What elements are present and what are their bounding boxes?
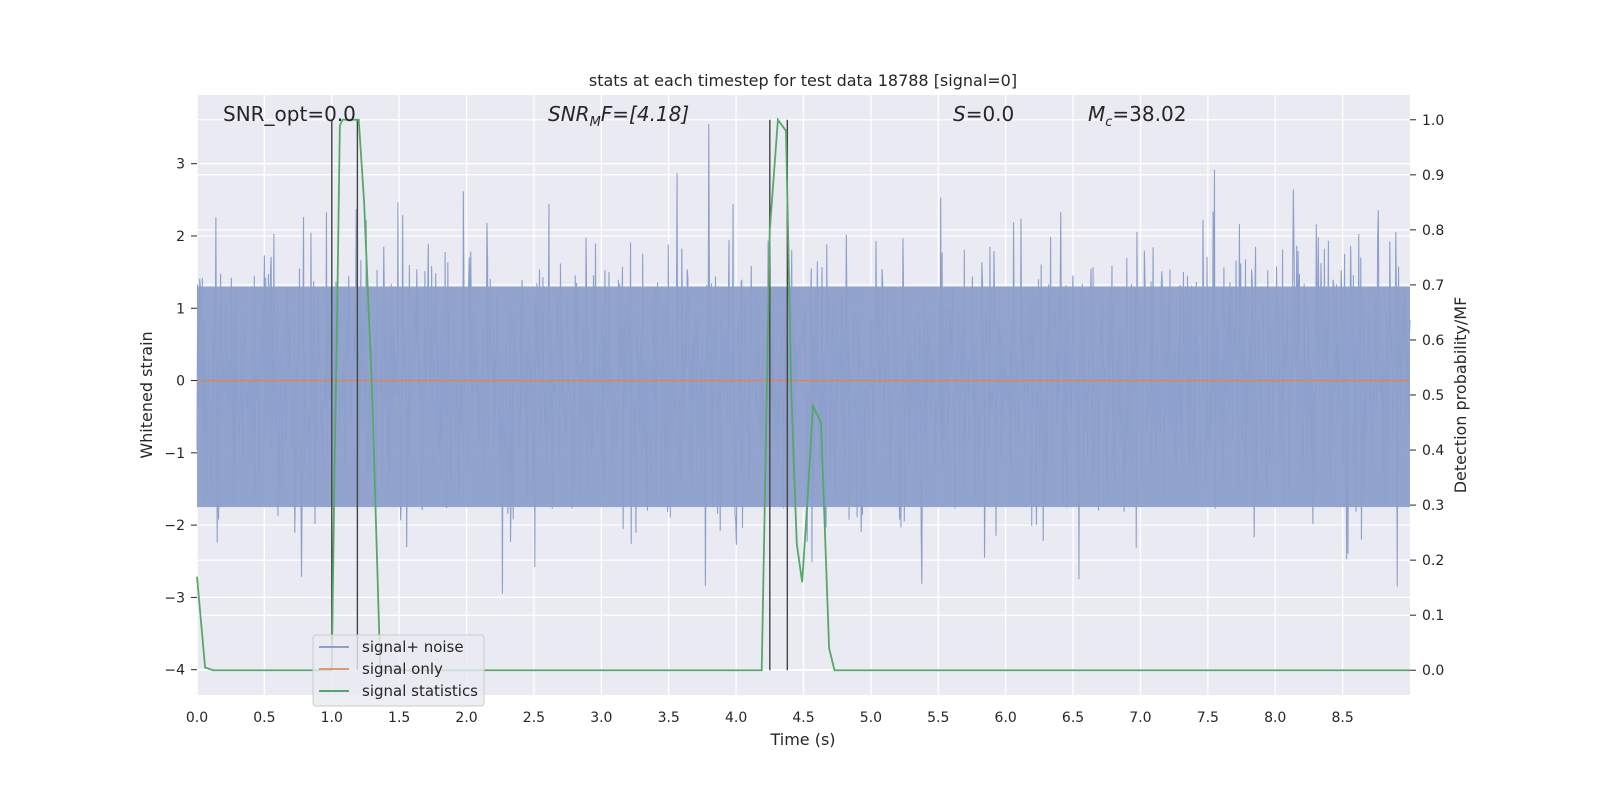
y-tick-label-left: 2 — [176, 229, 185, 245]
legend-box — [312, 634, 485, 707]
signal-noise-series — [196, 123, 1411, 594]
legend-label-signal-only: signal only — [362, 660, 443, 678]
annotation-s-rest: =0.0 — [966, 102, 1015, 126]
annotation-snr-mf: SNRMF=[4.18] — [548, 102, 689, 130]
annotation-mc-sub: c — [1105, 115, 1112, 130]
y-tick-label-left: −2 — [164, 518, 185, 534]
y-tick-label-right: 1.0 — [1422, 113, 1444, 129]
y-axis-label-left: Whitened strain — [137, 331, 156, 458]
x-tick-label: 3.0 — [590, 710, 612, 726]
x-tick-label: 2.0 — [455, 710, 477, 726]
x-tick-label: 6.5 — [1062, 710, 1084, 726]
x-tick-label: 8.0 — [1264, 710, 1286, 726]
x-tick-label: 4.0 — [725, 710, 747, 726]
signal-noise-line — [196, 123, 1411, 594]
y-tick-label-right: 0.6 — [1422, 333, 1444, 349]
y-tick-label-right: 0.1 — [1422, 608, 1444, 624]
annotation-snr-mf-main: SNR — [548, 102, 590, 126]
x-tick-label: 1.5 — [388, 710, 410, 726]
y-tick-label-right: 0.0 — [1422, 663, 1444, 679]
y-tick-label-right: 0.7 — [1422, 278, 1444, 294]
chart-title: stats at each timestep for test data 187… — [589, 71, 1017, 90]
x-axis-label: Time (s) — [769, 730, 835, 749]
x-tick-label: 3.5 — [658, 710, 680, 726]
y-tick-label-left: 3 — [176, 157, 185, 173]
x-tick-label: 0.5 — [253, 710, 275, 726]
x-tick-label: 6.0 — [995, 710, 1017, 726]
y-tick-label-left: 1 — [176, 301, 185, 317]
legend: signal+ noise signal only signal statist… — [312, 634, 485, 707]
x-tick-label: 5.0 — [860, 710, 882, 726]
y-axis-label-right: Detection probability/MF — [1451, 297, 1470, 494]
legend-label-signal-statistics: signal statistics — [362, 682, 478, 700]
y-tick-label-left: −4 — [164, 663, 185, 679]
y-tick-label-right: 0.3 — [1422, 498, 1444, 514]
annotation-snr-opt: SNR_opt=0.0 — [223, 102, 356, 126]
y-tick-label-left: −1 — [164, 446, 185, 462]
y-tick-label-right: 0.9 — [1422, 168, 1444, 184]
x-tick-label: 7.0 — [1129, 710, 1151, 726]
y-tick-label-right: 0.8 — [1422, 223, 1444, 239]
legend-label-signal-noise: signal+ noise — [362, 638, 464, 656]
annotation-mc: Mc=38.02 — [1088, 102, 1186, 130]
y-tick-label-left: 0 — [176, 374, 185, 390]
annotation-s: S=0.0 — [953, 102, 1014, 126]
x-tick-label: 1.0 — [321, 710, 343, 726]
y-tick-label-right: 0.5 — [1422, 388, 1444, 404]
x-tick-label: 2.5 — [523, 710, 545, 726]
annotation-snr-mf-rest: F=[4.18] — [601, 102, 689, 126]
y-tick-label-right: 0.2 — [1422, 553, 1444, 569]
x-tick-label: 0.0 — [186, 710, 208, 726]
annotation-mc-rest: =38.02 — [1112, 102, 1186, 126]
annotation-snr-mf-sub: M — [590, 115, 601, 130]
x-tick-label: 7.5 — [1197, 710, 1219, 726]
annotation-mc-main: M — [1088, 102, 1105, 126]
x-tick-label: 4.5 — [792, 710, 814, 726]
x-tick-label: 5.5 — [927, 710, 949, 726]
x-tick-label: 8.5 — [1331, 710, 1353, 726]
tick-labels: 0.0 0.5 1.0 1.5 2.0 2.5 3.0 3.5 4.0 4.5 5.0 5.5 6.0 6… — [164, 113, 1444, 726]
annotation-s-main: S — [953, 102, 966, 126]
y-tick-label-right: 0.4 — [1422, 443, 1444, 459]
y-tick-label-left: −3 — [164, 590, 185, 606]
